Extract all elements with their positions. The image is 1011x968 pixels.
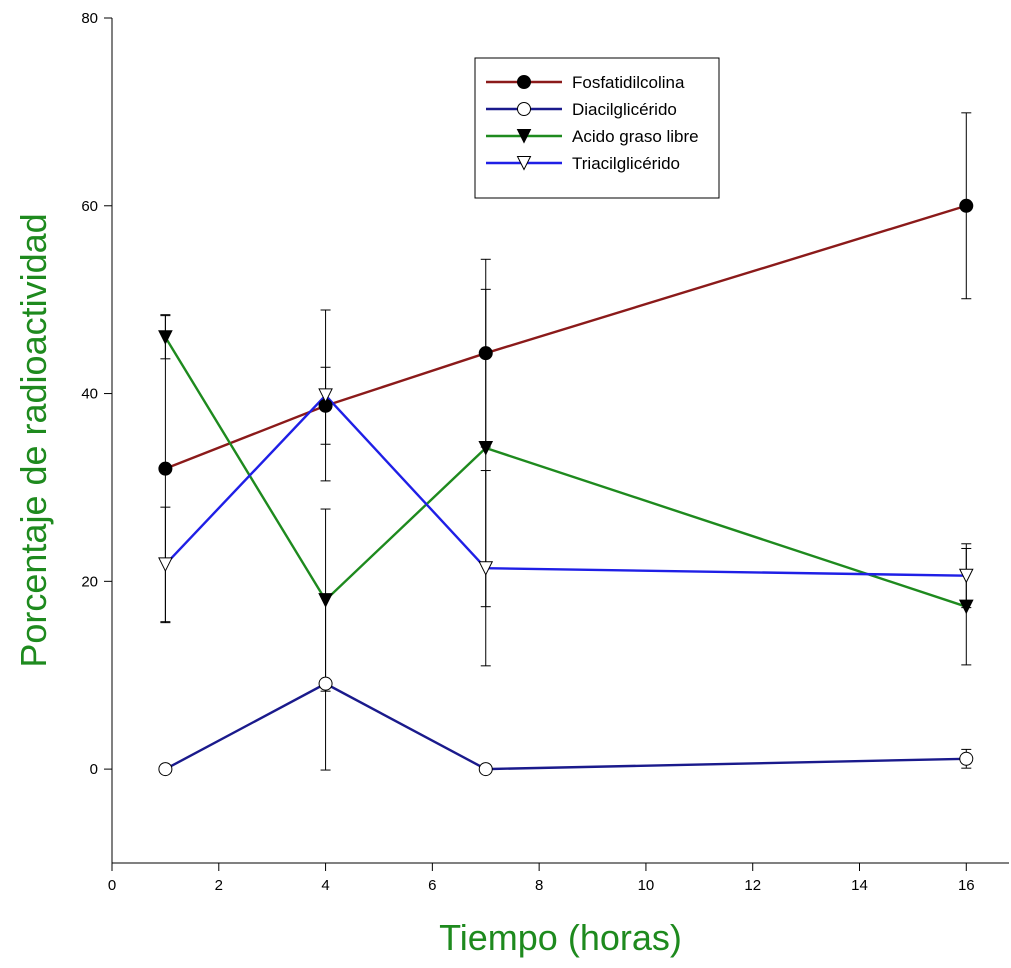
legend-marker — [516, 129, 532, 144]
legend-item: Diacilglicérido — [486, 100, 677, 119]
series-4-line — [164, 393, 967, 577]
x-tick-label: 16 — [958, 877, 975, 894]
x-tick-label: 6 — [428, 877, 436, 894]
series-2-point — [318, 676, 333, 691]
legend-marker — [517, 102, 531, 116]
series-1-point — [158, 461, 173, 476]
axes: 0 20 40 60 80 0 2 4 6 8 10 12 14 16 — [81, 10, 1009, 894]
x-tick-label: 8 — [535, 877, 543, 894]
series-3-line — [164, 336, 967, 608]
series-4-point — [158, 557, 173, 573]
series-3-point — [158, 330, 173, 345]
series-1-point — [478, 346, 493, 361]
series-4-point — [958, 568, 974, 584]
series-2-point — [959, 751, 974, 766]
series-3-point — [318, 593, 333, 608]
x-tick-label: 14 — [851, 877, 868, 894]
y-axis-title: Porcentaje de radioactividad — [13, 213, 54, 667]
legend-item: Fosfatidilcolina — [486, 73, 685, 92]
legend-item: Triacilglicérido — [486, 154, 680, 173]
y-tick-label: 80 — [81, 10, 98, 27]
series-2-point — [158, 762, 173, 777]
legend: Fosfatidilcolina Diacilglicérido Acido gra… — [474, 57, 720, 199]
series-1-line — [164, 204, 967, 470]
legend-label: Acido graso libre — [572, 127, 699, 146]
series-1-point — [959, 198, 974, 213]
y-tick-label: 0 — [90, 761, 98, 778]
series-4-point — [478, 561, 494, 576]
legend-marker — [517, 75, 531, 89]
series-2-point — [478, 762, 493, 777]
x-axis-title: Tiempo (horas) — [439, 917, 682, 958]
legend-item: Acido graso libre — [486, 127, 699, 146]
legend-label: Fosfatidilcolina — [572, 73, 685, 92]
x-tick-label: 4 — [321, 877, 329, 894]
y-tick-label: 60 — [81, 198, 98, 215]
series-4-point — [318, 388, 333, 404]
x-tick-label: 0 — [108, 877, 116, 894]
y-tick-label: 20 — [81, 573, 98, 590]
legend-label: Diacilglicérido — [572, 100, 677, 119]
legend-label: Triacilglicérido — [572, 154, 680, 173]
series-3-point — [478, 441, 494, 456]
series-lines — [164, 204, 967, 771]
x-tick-label: 10 — [638, 877, 655, 894]
x-tick-label: 2 — [215, 877, 223, 894]
x-tick-label: 12 — [744, 877, 761, 894]
legend-marker — [516, 156, 532, 171]
series-markers — [158, 198, 974, 777]
series-2-line — [164, 682, 967, 771]
series-3-point — [958, 599, 974, 615]
y-tick-label: 40 — [81, 386, 98, 403]
